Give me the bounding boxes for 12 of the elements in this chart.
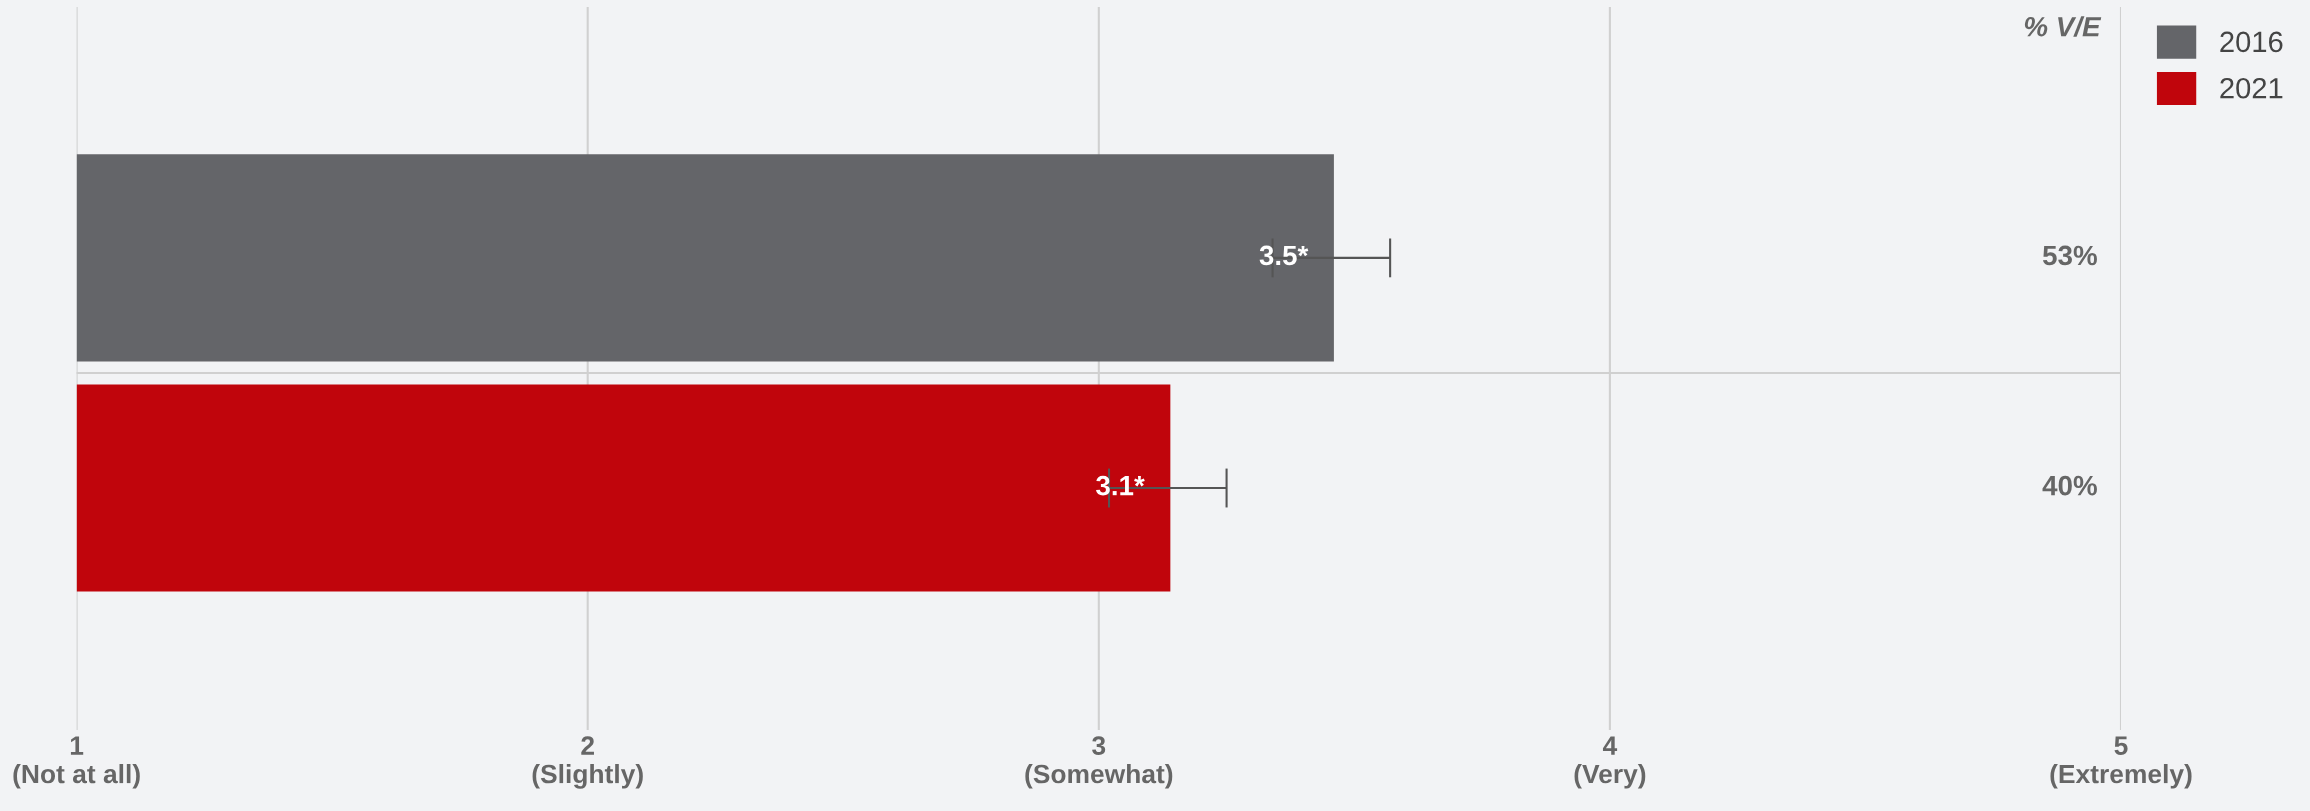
data-label: 3.5* bbox=[1259, 245, 1309, 266]
x-tick-label: 5 (Extremely) bbox=[2050, 736, 2192, 789]
x-tick-label: 3 (Somewhat) bbox=[1025, 736, 1173, 789]
x-tick-label: 4 (Very) bbox=[1574, 736, 1646, 789]
x-tick-label: 2 (Slightly) bbox=[532, 736, 643, 789]
x-tick-label: 1 (Not at all) bbox=[13, 736, 140, 789]
annotation: 53% bbox=[2042, 245, 2097, 266]
legend-label: 2016 bbox=[2220, 31, 2283, 53]
annotation: 40% bbox=[2042, 475, 2097, 496]
annotation: % V/E bbox=[2024, 16, 2102, 37]
legend-label: 2021 bbox=[2220, 77, 2283, 99]
data-label: 3.1* bbox=[1096, 475, 1145, 496]
